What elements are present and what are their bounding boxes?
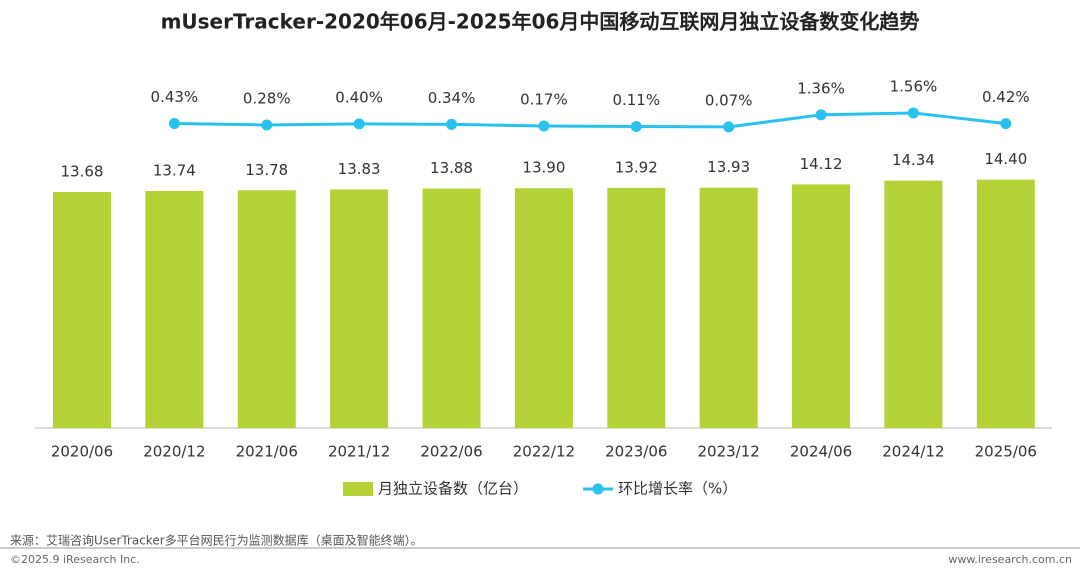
line-value-label: 0.11% [612,91,660,109]
line-point [353,118,365,130]
chart-title: mUserTracker-2020年06月-2025年06月中国移动互联网月独立… [161,10,920,34]
bar-value-label: 13.68 [61,163,104,181]
x-tick-label: 2024/12 [882,443,944,461]
source: 来源：艾瑞咨询UserTracker多平台网民行为监测数据库（桌面及智能终端）。 [10,533,423,548]
bar [330,189,389,428]
legend-label: 环比增长率（%） [618,480,737,498]
line-value-label: 0.34% [428,89,476,107]
bar-value-label: 13.74 [153,161,196,179]
bar [52,192,111,428]
x-tick-label: 2024/06 [790,443,852,461]
bar-value-label: 13.78 [245,161,288,179]
line-point [907,107,919,119]
line-point [815,109,827,121]
line-point [168,118,180,130]
x-tick-label: 2022/06 [420,443,482,461]
x-tick-label: 2020/12 [143,443,205,461]
line-point [630,121,642,133]
bar-value-label: 13.83 [338,160,381,178]
legend-label: 月独立设备数（亿台） [378,480,528,498]
bar [145,190,204,428]
legend-swatch [343,482,373,496]
bar-value-label: 13.90 [522,159,565,177]
bar [607,187,666,428]
copyright: ©2025.9 iResearch Inc. [10,553,140,566]
bar [792,184,851,428]
bar-value-label: 14.12 [800,155,843,173]
bar-value-label: 13.92 [615,158,658,176]
line-point [261,119,273,131]
line [174,111,1006,129]
line-value-label: 0.43% [151,88,199,106]
line-point [723,121,735,133]
bar [422,188,481,428]
line-value-label: 1.56% [890,77,938,95]
line-value-label: 0.28% [243,89,291,107]
x-tick-label: 2022/12 [513,443,575,461]
line-value-label: 0.42% [982,88,1030,106]
bar-value-label: 14.34 [892,151,935,169]
bar-value-label: 13.93 [707,158,750,176]
line-point [1000,118,1012,130]
bar [237,190,296,428]
line-value-label: 0.17% [520,90,568,108]
line-point [538,120,550,132]
line-point [446,118,458,130]
x-tick-label: 2023/06 [605,443,667,461]
bar [976,179,1035,428]
line-value-label: 1.36% [797,79,845,97]
bar [514,188,573,428]
x-tick-label: 2020/06 [51,443,113,461]
line-value-label: 0.40% [335,88,383,106]
bar-value-label: 13.88 [430,159,473,177]
bar [699,187,758,428]
bar-value-label: 14.40 [984,150,1027,168]
x-tick-label: 2021/12 [328,443,390,461]
line-value-label: 0.07% [705,91,753,109]
bar [884,180,943,428]
x-tick-label: 2021/06 [236,443,298,461]
website: www.iresearch.com.cn [948,553,1072,566]
x-tick-label: 2023/12 [697,443,759,461]
x-tick-label: 2025/06 [975,443,1037,461]
legend-swatch [592,483,604,495]
